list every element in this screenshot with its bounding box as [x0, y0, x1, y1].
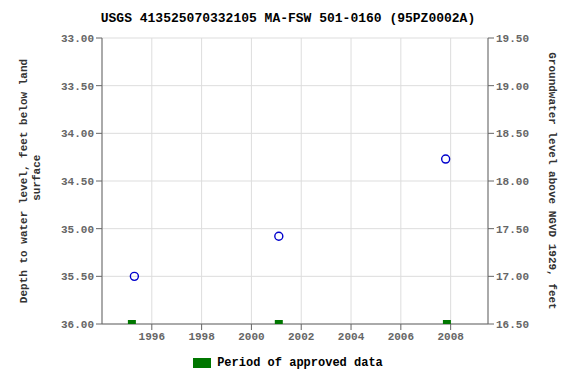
svg-text:19.00: 19.00 — [496, 81, 529, 93]
html-text:USGS 413525070332105 MA-FSW 50: USGS 413525070332105 MA-FSW 501-0160 (95… — [100, 11, 476, 26]
svg-text:Groundwater level above NGVD 1: Groundwater level above NGVD 1929, feet — [546, 52, 558, 309]
svg-text:2004: 2004 — [338, 331, 365, 343]
svg-text:36.00: 36.00 — [61, 319, 94, 331]
svg-text:17.00: 17.00 — [496, 271, 529, 283]
svg-text:2000: 2000 — [238, 331, 264, 343]
svg-text:19.50: 19.50 — [496, 33, 529, 45]
svg-text:2008: 2008 — [437, 331, 464, 343]
svg-text:33.50: 33.50 — [61, 81, 94, 93]
svg-text:Depth to water level, feet bel: Depth to water level, feet below land su… — [18, 59, 43, 303]
svg-text:18.00: 18.00 — [496, 176, 529, 188]
html-text:Period of approved data: Period of approved data — [217, 356, 383, 370]
svg-text:35.50: 35.50 — [61, 271, 94, 283]
svg-text:16.50: 16.50 — [496, 319, 529, 331]
svg-text:17.50: 17.50 — [496, 224, 529, 236]
svg-text:1998: 1998 — [188, 331, 215, 343]
svg-text:2002: 2002 — [288, 331, 314, 343]
svg-text:35.00: 35.00 — [61, 224, 94, 236]
svg-text:18.50: 18.50 — [496, 128, 529, 140]
svg-text:34.00: 34.00 — [61, 128, 94, 140]
svg-text:2006: 2006 — [388, 331, 414, 343]
svg-text:33.00: 33.00 — [61, 33, 94, 45]
svg-text:34.50: 34.50 — [61, 176, 94, 188]
svg-text:1996: 1996 — [139, 331, 165, 343]
